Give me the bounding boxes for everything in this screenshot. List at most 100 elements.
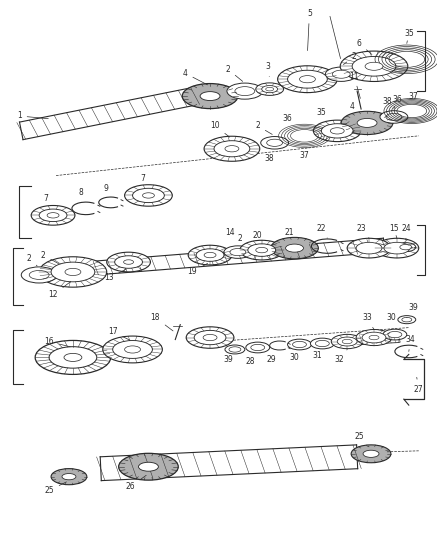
Text: 38: 38 (382, 96, 392, 106)
Text: 14: 14 (225, 228, 235, 237)
Text: 31: 31 (313, 351, 322, 360)
Ellipse shape (311, 338, 334, 349)
Ellipse shape (47, 213, 59, 218)
Ellipse shape (362, 332, 386, 343)
Text: 2: 2 (226, 64, 243, 82)
Ellipse shape (200, 92, 220, 101)
Ellipse shape (256, 247, 268, 253)
Text: 29: 29 (267, 355, 276, 364)
Ellipse shape (398, 316, 416, 324)
Ellipse shape (142, 193, 155, 198)
Text: 39: 39 (407, 303, 419, 318)
Ellipse shape (113, 341, 152, 358)
Text: 26: 26 (126, 475, 146, 491)
Text: 35: 35 (317, 109, 326, 117)
Ellipse shape (229, 347, 241, 352)
Ellipse shape (300, 76, 315, 83)
Ellipse shape (251, 344, 265, 351)
Text: 7: 7 (140, 174, 145, 183)
Text: 38: 38 (265, 154, 275, 163)
Ellipse shape (365, 62, 383, 70)
Text: 33: 33 (362, 313, 374, 329)
Ellipse shape (235, 87, 255, 95)
Ellipse shape (278, 66, 337, 93)
Text: 8: 8 (78, 188, 83, 197)
Ellipse shape (227, 83, 263, 99)
Ellipse shape (51, 262, 95, 282)
Ellipse shape (396, 243, 416, 252)
Text: 4: 4 (350, 101, 355, 110)
Ellipse shape (35, 341, 111, 374)
Text: 24: 24 (402, 224, 412, 240)
Ellipse shape (124, 260, 134, 264)
Ellipse shape (65, 269, 81, 276)
Ellipse shape (347, 238, 391, 258)
Ellipse shape (261, 136, 289, 149)
Ellipse shape (337, 337, 357, 346)
Ellipse shape (39, 257, 107, 287)
Ellipse shape (248, 244, 276, 256)
Ellipse shape (39, 209, 67, 222)
Ellipse shape (188, 245, 232, 265)
Text: 17: 17 (108, 327, 130, 340)
Ellipse shape (133, 188, 164, 203)
Text: 25: 25 (44, 482, 67, 495)
Text: 13: 13 (104, 269, 126, 282)
Ellipse shape (124, 185, 172, 206)
Text: 16: 16 (44, 337, 70, 347)
Text: 3: 3 (265, 62, 270, 76)
Text: 37: 37 (300, 151, 309, 160)
Ellipse shape (342, 340, 352, 344)
Ellipse shape (107, 252, 150, 272)
Ellipse shape (21, 267, 57, 283)
Ellipse shape (341, 111, 393, 134)
Ellipse shape (225, 146, 239, 152)
Text: 36: 36 (283, 115, 293, 124)
Ellipse shape (363, 450, 379, 457)
Text: 28: 28 (245, 357, 254, 366)
Text: 2: 2 (343, 52, 357, 64)
Text: 5: 5 (307, 9, 312, 51)
Ellipse shape (331, 334, 363, 349)
Ellipse shape (49, 346, 97, 368)
Ellipse shape (356, 243, 382, 254)
Text: 2: 2 (41, 251, 59, 264)
Ellipse shape (214, 141, 250, 157)
Text: 34: 34 (406, 335, 416, 351)
Ellipse shape (293, 341, 307, 348)
Ellipse shape (64, 353, 82, 361)
Ellipse shape (62, 473, 76, 480)
Ellipse shape (138, 462, 159, 471)
Ellipse shape (315, 341, 329, 346)
Ellipse shape (321, 124, 353, 138)
Ellipse shape (351, 445, 391, 463)
Ellipse shape (386, 114, 402, 120)
Ellipse shape (203, 334, 217, 341)
Text: 4: 4 (183, 69, 208, 85)
Text: 18: 18 (151, 313, 173, 331)
Ellipse shape (352, 56, 396, 76)
Ellipse shape (388, 332, 402, 338)
Ellipse shape (204, 253, 216, 258)
Text: 20: 20 (253, 231, 262, 240)
Ellipse shape (225, 345, 245, 354)
Text: 30: 30 (290, 353, 300, 362)
Text: 36: 36 (392, 94, 402, 109)
Text: 23: 23 (356, 224, 369, 238)
Ellipse shape (124, 346, 141, 353)
Ellipse shape (288, 70, 327, 88)
Ellipse shape (186, 327, 234, 348)
Text: 10: 10 (210, 122, 230, 137)
Ellipse shape (330, 128, 344, 134)
Text: 39: 39 (223, 355, 233, 364)
Text: 1: 1 (17, 111, 48, 120)
Ellipse shape (115, 256, 142, 268)
Text: 35: 35 (404, 29, 413, 43)
Text: 7: 7 (44, 194, 49, 203)
Ellipse shape (400, 245, 412, 250)
Ellipse shape (332, 70, 350, 78)
Text: 6: 6 (357, 39, 372, 54)
Text: 32: 32 (335, 350, 347, 364)
Text: 2: 2 (27, 254, 37, 266)
Ellipse shape (230, 248, 246, 256)
